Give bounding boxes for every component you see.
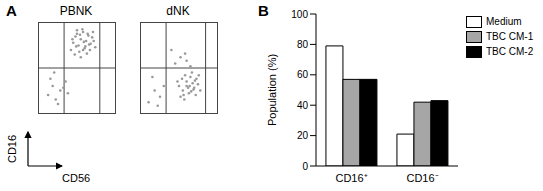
svg-text:20: 20 bbox=[297, 130, 309, 141]
svg-text:CD16: CD16 bbox=[8, 135, 18, 163]
html-text:TBC CM-2: TBC CM-2 bbox=[486, 46, 534, 57]
html-text:TBC CM-1: TBC CM-1 bbox=[486, 31, 534, 42]
html-text:A: A bbox=[6, 2, 17, 19]
svg-text:40: 40 bbox=[297, 100, 309, 111]
svg-text:0: 0 bbox=[302, 161, 308, 172]
html-text:PBNK: PBNK bbox=[59, 4, 93, 18]
svg-text:60: 60 bbox=[297, 69, 309, 80]
svg-text:CD56: CD56 bbox=[62, 172, 90, 184]
html-text:Medium: Medium bbox=[486, 16, 522, 27]
svg-text:Population (%): Population (%) bbox=[266, 54, 278, 126]
html-text:B: B bbox=[258, 2, 269, 19]
html-text:dNK: dNK bbox=[166, 4, 190, 18]
svg-text:CD16⁺: CD16⁺ bbox=[335, 172, 367, 184]
svg-text:100: 100 bbox=[291, 9, 308, 20]
svg-text:CD16⁻: CD16⁻ bbox=[406, 172, 438, 184]
svg-text:80: 80 bbox=[297, 39, 309, 50]
